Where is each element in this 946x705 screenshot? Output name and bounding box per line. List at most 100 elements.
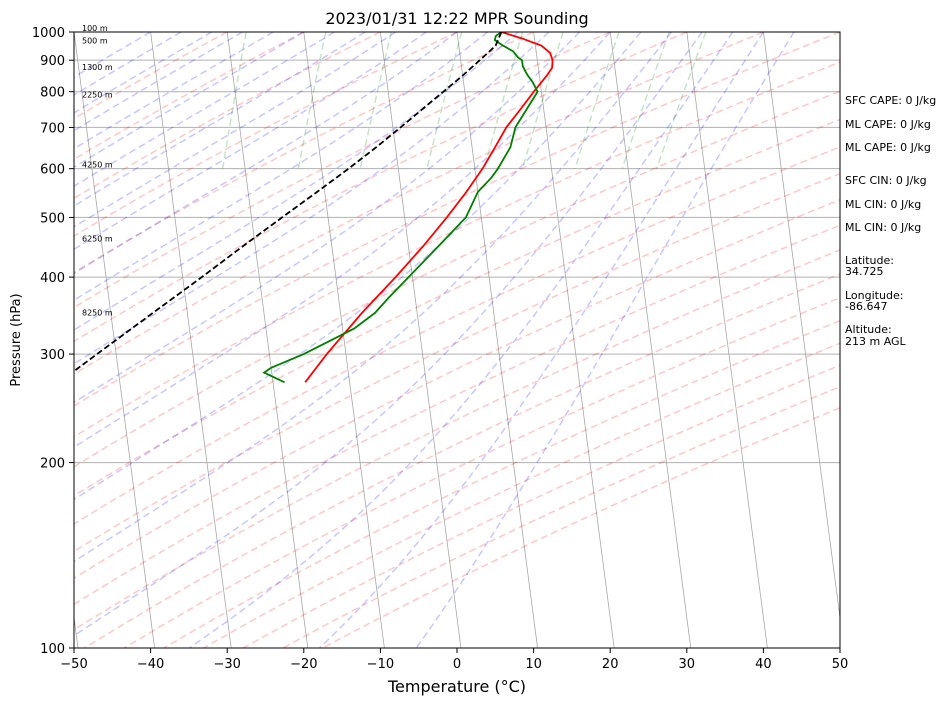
moist-adiabat — [188, 32, 734, 648]
mixing-ratio-line — [426, 32, 463, 169]
dry-adiabat — [163, 319, 840, 648]
moist-adiabat — [74, 32, 458, 275]
y-tick-label: 800 — [40, 86, 65, 101]
isotherm-line — [0, 32, 1, 648]
moist-adiabat — [74, 32, 673, 563]
sounding-profiles — [74, 32, 554, 384]
moist-adiabat — [318, 32, 765, 648]
sounding-parameter: SFC CAPE: 0 J/kg — [845, 94, 936, 107]
dry-adiabat — [74, 32, 840, 407]
x-tick-label: 10 — [525, 657, 542, 672]
mixing-ratio-line — [655, 32, 707, 169]
plot-frame — [73, 31, 841, 649]
chart-title: 2023/01/31 12:22 MPR Sounding — [325, 9, 588, 28]
dry-adiabat — [74, 32, 381, 200]
parcel-profile — [74, 32, 503, 373]
mixing-ratio-line — [483, 32, 524, 169]
sounding-parameters: SFC CAPE: 0 J/kg ML CAPE: 0 J/kg ML CAPE: … — [845, 94, 936, 348]
dry-adiabat — [74, 90, 840, 468]
moist-adiabat — [74, 32, 550, 365]
moist-adiabat — [74, 32, 366, 207]
sounding-parameter: ML CIN: 0 J/kg — [845, 221, 921, 234]
dry-adiabat — [282, 385, 840, 648]
y-tick-label: 1000 — [32, 26, 65, 41]
mixing-ratio-line — [297, 32, 327, 169]
moist-adiabat — [74, 32, 642, 501]
moist-adiabat — [74, 32, 427, 251]
x-tick-label: 20 — [602, 657, 619, 672]
sounding-parameter: ML CAPE: 0 J/kg — [845, 141, 931, 154]
height-label: 100 m — [82, 24, 108, 33]
y-tick-label: 400 — [40, 271, 65, 286]
x-axis-label: Temperature (°C) — [387, 677, 526, 696]
height-label: 4250 m — [82, 161, 113, 170]
moist-adiabat — [74, 32, 703, 637]
moist-adiabat — [74, 32, 581, 404]
y-tick-label: 100 — [40, 642, 65, 657]
y-axis-ticks: 100 200 300 400 500 600 700 800 900 1000 — [32, 26, 74, 657]
height-label: 500 m — [82, 36, 108, 45]
pressure-gridlines — [74, 32, 840, 648]
x-tick-label: −50 — [60, 657, 87, 672]
y-tick-label: 600 — [40, 163, 65, 178]
isotherm-line — [150, 32, 232, 648]
dry-adiabat — [242, 364, 840, 648]
height-label: 6250 m — [82, 235, 113, 244]
x-tick-label: −40 — [137, 657, 164, 672]
dry-adiabat — [74, 146, 840, 525]
sounding-parameter: 34.725 — [845, 265, 884, 278]
isotherm-line — [74, 32, 155, 648]
plot-area — [0, 32, 840, 648]
dry-adiabat — [74, 172, 840, 553]
mixing-ratio-line — [359, 32, 393, 169]
sounding-parameter: SFC CIN: 0 J/kg — [845, 174, 927, 187]
height-label: 8250 m — [82, 309, 113, 318]
dry-adiabat — [74, 198, 840, 580]
isotherm-line — [226, 32, 309, 648]
dry-adiabat — [74, 61, 840, 438]
moist-adiabat — [74, 32, 611, 448]
y-tick-label: 700 — [40, 121, 65, 136]
sounding-parameter: ML CIN: 0 J/kg — [845, 198, 921, 211]
moist-adiabat-lines — [74, 32, 795, 648]
moist-adiabat — [74, 32, 489, 302]
mixing-ratio-line — [574, 32, 620, 169]
dry-adiabat — [74, 32, 458, 237]
isotherm-line — [533, 32, 615, 648]
height-label: 1300 m — [82, 63, 113, 72]
moist-adiabat — [74, 32, 397, 228]
temperature-profile — [304, 32, 554, 383]
y-tick-label: 500 — [40, 211, 65, 226]
sounding-parameter: Altitude: — [845, 323, 892, 336]
moist-adiabat — [74, 32, 213, 114]
sounding-parameter: Longitude: — [845, 289, 903, 302]
isotherm-line — [763, 32, 840, 621]
moist-adiabat — [74, 32, 243, 132]
dry-adiabat — [203, 342, 840, 648]
height-label: 2250 m — [82, 90, 113, 99]
sounding-parameter: Latitude: — [845, 254, 894, 267]
mixing-ratio-line — [221, 32, 247, 169]
isotherm-line — [609, 32, 692, 648]
isotherm-line — [456, 32, 538, 648]
dry-adiabat — [123, 296, 840, 648]
dry-adiabat — [74, 32, 688, 343]
dewpoint-profile — [262, 32, 539, 384]
dry-adiabat — [74, 32, 611, 309]
dry-adiabat — [74, 32, 305, 161]
y-tick-label: 200 — [40, 457, 65, 472]
x-tick-label: 30 — [679, 657, 696, 672]
dry-adiabat — [74, 249, 840, 631]
isotherm-line — [303, 32, 385, 648]
y-tick-label: 300 — [40, 348, 65, 363]
isotherm-line — [380, 32, 462, 648]
dry-adiabat — [74, 32, 764, 376]
x-tick-label: −30 — [213, 657, 240, 672]
dry-adiabat — [74, 32, 534, 274]
y-tick-label: 900 — [40, 54, 65, 69]
x-tick-label: −20 — [290, 657, 317, 672]
sounding-parameter: ML CAPE: 0 J/kg — [845, 118, 931, 131]
mixing-ratio-line — [521, 32, 564, 169]
sounding-parameter: 213 m AGL — [845, 335, 907, 348]
